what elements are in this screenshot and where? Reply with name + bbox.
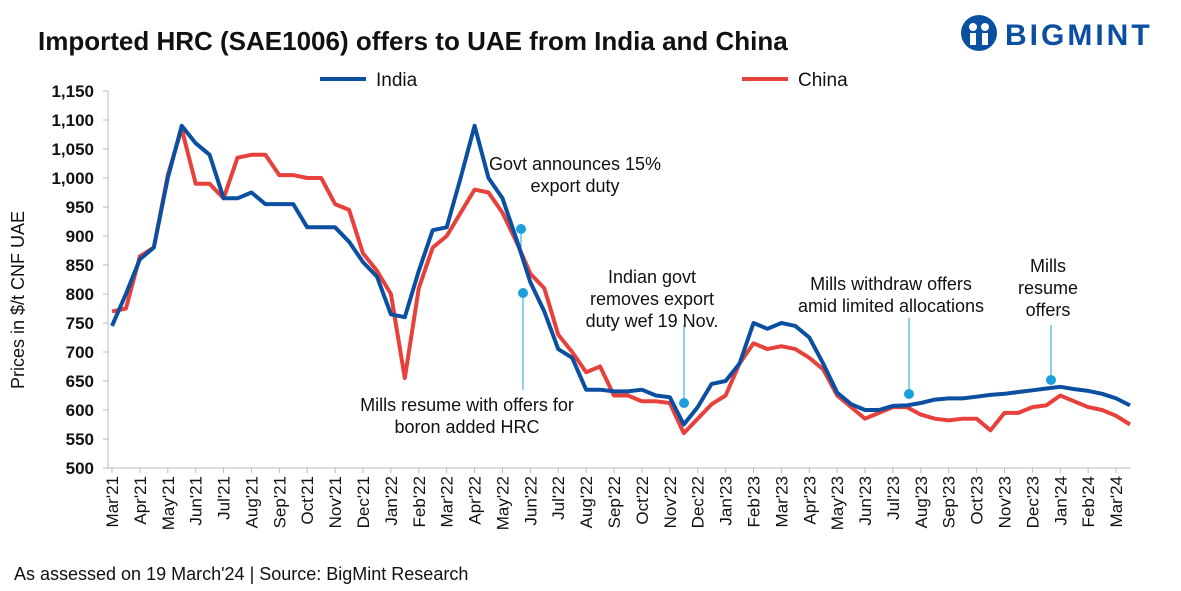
annotation: export duty <box>530 176 619 196</box>
line-series <box>111 126 1132 436</box>
annotation: resume <box>1018 278 1078 298</box>
x-tick-label: Jun'21 <box>187 476 206 526</box>
annotation: offers <box>1026 300 1071 320</box>
y-tick-label: 700 <box>66 343 94 362</box>
annotation-dots <box>516 224 1056 408</box>
x-tick-label: Mar'24 <box>1107 476 1126 527</box>
x-tick-label: Jan'24 <box>1051 476 1070 526</box>
y-tick-label: 650 <box>66 372 94 391</box>
x-tick-label: Feb'23 <box>744 476 763 527</box>
annotation: Mills <box>1030 256 1066 276</box>
annotation: boron added HRC <box>394 417 539 437</box>
x-tick-label: Apr'21 <box>131 476 150 525</box>
x-tick-label: Apr'22 <box>466 476 485 525</box>
x-tick-label: Dec'21 <box>354 476 373 528</box>
logo: BIGMINT <box>961 15 1153 52</box>
legend-label: China <box>798 70 848 91</box>
y-axis-label: Prices in $/t CNF UAE <box>8 211 28 389</box>
y-tick-label: 800 <box>66 285 94 304</box>
x-tick-label: Nov'21 <box>326 476 345 528</box>
x-tick-label: Dec'23 <box>1023 476 1042 528</box>
y-tick-label: 500 <box>66 459 94 478</box>
x-tick-label: Jun'23 <box>856 476 875 526</box>
y-tick-label: 1,100 <box>51 111 94 130</box>
annotation: Mills withdraw offers <box>810 274 972 294</box>
brand: BIGMINT <box>1005 19 1153 52</box>
x-tick-label: Apr'23 <box>800 476 819 525</box>
x-tick-label: Jan'22 <box>382 476 401 526</box>
annotation: removes export <box>590 289 714 309</box>
x-tick-label: Nov'22 <box>661 476 680 528</box>
y-tick-label: 550 <box>66 430 94 449</box>
x-tick-label: Aug'22 <box>577 476 596 528</box>
x-tick-label: Dec'22 <box>689 476 708 528</box>
y-tick-label: 850 <box>66 256 94 275</box>
x-tick-label: Jan'23 <box>717 476 736 526</box>
x-tick-label: May'21 <box>159 476 178 530</box>
x-tick-label: Oct'22 <box>633 476 652 525</box>
x-tick-label: Oct'21 <box>298 476 317 525</box>
x-tick-label: Aug'23 <box>912 476 931 528</box>
x-tick-label: Jun'22 <box>521 476 540 526</box>
x-tick-label: Sep'22 <box>605 476 624 528</box>
chart-title: Imported HRC (SAE1006) offers to UAE fro… <box>38 26 788 56</box>
y-tick-label: 1,150 <box>51 82 94 101</box>
x-tick-label: Sep'23 <box>940 476 959 528</box>
x-tick-label: Jul'22 <box>549 476 568 520</box>
x-tick-label: Mar'22 <box>438 476 457 527</box>
x-tick-label: Aug'21 <box>242 476 261 528</box>
y-tick-label: 900 <box>66 227 94 246</box>
legend-label: India <box>376 70 418 91</box>
x-tick-label: May'22 <box>493 476 512 530</box>
y-tick-label: 750 <box>66 314 94 333</box>
x-tick-label: Mar'21 <box>103 476 122 527</box>
x-tick-label: Nov'23 <box>995 476 1014 528</box>
annotation: Indian govt <box>608 267 696 287</box>
annotation: Mills resume with offers for <box>360 395 574 415</box>
x-tick-label: Oct'23 <box>968 476 987 525</box>
annotation: amid limited allocations <box>798 296 984 316</box>
x-tick-label: Feb'22 <box>410 476 429 527</box>
x-tick-label: Mar'23 <box>772 476 791 527</box>
y-tick-label: 1,000 <box>51 169 94 188</box>
x-tick-label: May'23 <box>828 476 847 530</box>
x-tick-label: Feb'24 <box>1079 476 1098 527</box>
x-tick-label: Jul'21 <box>215 476 234 520</box>
annotation: duty wef 19 Nov. <box>586 311 719 331</box>
x-tick-label: Jul'23 <box>884 476 903 520</box>
annotation: Govt announces 15% <box>489 154 661 174</box>
x-tick-label: Sep'21 <box>270 476 289 528</box>
y-tick-label: 950 <box>66 198 94 217</box>
y-tick-label: 600 <box>66 401 94 420</box>
source: As assessed on 19 March'24 | Source: Big… <box>14 564 468 584</box>
y-tick-label: 1,050 <box>51 140 94 159</box>
line-series <box>110 123 1131 427</box>
